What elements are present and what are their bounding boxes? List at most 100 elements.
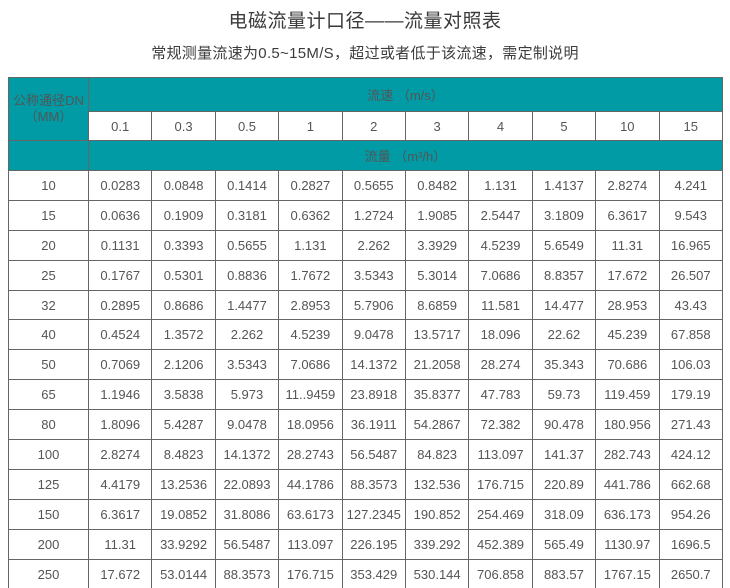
flow-cell: 176.715	[278, 558, 343, 588]
flow-cell: 11.31	[595, 229, 660, 261]
table-row: 125 4.4179 13.2536 22.0893 44.1786 88.35…	[8, 468, 723, 500]
flow-cell: 2.262	[341, 229, 406, 261]
table-row: 150 6.3617 19.0852 31.8086 63.6173 127.2…	[8, 498, 723, 530]
corner-header-line1: 公称通径DN	[13, 93, 84, 108]
flow-cell: 180.956	[595, 409, 660, 441]
dn-cell: 32	[8, 289, 89, 321]
flow-cell: 56.5487	[214, 528, 280, 560]
flow-cell: 0.1767	[87, 259, 153, 291]
flow-cell: 1.1946	[87, 379, 153, 411]
flow-cell: 1130.97	[595, 528, 660, 560]
flow-cell: 1.9085	[404, 199, 470, 231]
flow-cell: 9.543	[658, 199, 723, 231]
flow-cell: 883.57	[531, 558, 597, 588]
flow-cell: 339.292	[404, 528, 470, 560]
table-row: 65 1.1946 3.5838 5.973 11..9459 23.8918 …	[8, 379, 723, 411]
flow-cell: 5.7906	[341, 289, 406, 321]
flow-cell: 132.536	[404, 468, 470, 500]
dn-cell: 150	[8, 498, 89, 530]
flow-cell: 35.8377	[404, 379, 470, 411]
flow-cell: 5.973	[214, 379, 280, 411]
flow-cell: 636.173	[595, 498, 660, 530]
flow-cell: 2.5447	[468, 199, 533, 231]
flow-cell: 35.343	[531, 349, 597, 381]
flow-cell: 1.4137	[531, 170, 597, 201]
flow-cell: 17.672	[595, 259, 660, 291]
flow-cell: 28.2743	[278, 439, 343, 470]
flow-cell: 4.241	[658, 170, 723, 201]
flow-cell: 706.858	[468, 558, 533, 588]
velocity-header-row: 公称通径DN （MM） 流速 （m/s）	[8, 77, 723, 141]
flow-cell: 17.672	[87, 558, 153, 588]
flow-cell: 28.274	[468, 349, 533, 381]
flow-cell: 1696.5	[658, 528, 723, 560]
flow-cell: 11.581	[468, 289, 533, 321]
flow-cell: 56.5487	[341, 439, 406, 470]
dn-cell: 50	[8, 349, 89, 381]
flow-cell: 0.2895	[87, 289, 153, 321]
flow-cell: 3.5343	[214, 349, 280, 381]
flow-cell: 9.0478	[341, 319, 406, 351]
flow-cell: 452.389	[468, 528, 533, 560]
velocity-header: 流速 （m/s）	[88, 77, 723, 112]
flow-cell: 2650.7	[658, 558, 723, 588]
flow-cell: 106.03	[658, 349, 723, 381]
flow-cell: 44.1786	[278, 468, 343, 500]
flow-cell: 22.62	[531, 319, 597, 351]
table-row: 10 0.0283 0.0848 0.1414 0.2827 0.5655 0.…	[8, 170, 723, 201]
flow-cell: 1.8096	[87, 409, 153, 441]
flow-cell: 1.3572	[151, 319, 216, 351]
flow-cell: 4.5239	[468, 229, 533, 261]
flow-cell: 254.469	[468, 498, 533, 530]
flow-cell: 9.0478	[214, 409, 280, 441]
flow-cell: 16.965	[658, 229, 723, 261]
table-row: 15 0.0636 0.1909 0.3181 0.6362 1.2724 1.…	[8, 199, 723, 231]
flow-cell: 47.783	[468, 379, 533, 411]
flow-cell: 2.1206	[151, 349, 216, 381]
dn-cell: 80	[8, 409, 89, 441]
flow-cell: 7.0686	[468, 259, 533, 291]
flow-cell: 63.6173	[278, 498, 343, 530]
dn-cell: 15	[8, 199, 89, 231]
flow-cell: 88.3573	[214, 558, 280, 588]
flow-cell: 6.3617	[595, 199, 660, 231]
flow-cell: 33.9292	[151, 528, 216, 560]
flow-cell: 0.3181	[214, 199, 280, 231]
flow-cell: 141.37	[531, 439, 597, 470]
flow-cell: 3.5343	[341, 259, 406, 291]
dn-cell: 10	[8, 170, 89, 201]
velocity-value: 1	[278, 111, 343, 141]
flow-cell: 7.0686	[278, 349, 343, 381]
flow-cell: 0.3393	[151, 229, 216, 261]
flow-cell: 954.26	[658, 498, 723, 530]
flow-cell: 0.1909	[151, 199, 216, 231]
flow-cell: 424.12	[658, 439, 723, 470]
flow-cell: 176.715	[468, 468, 533, 500]
flow-cell: 1767.15	[595, 558, 660, 588]
flow-cell: 14.1372	[341, 349, 406, 381]
flow-cell: 8.8357	[531, 259, 597, 291]
flow-cell: 28.953	[595, 289, 660, 321]
flow-cell: 119.459	[595, 379, 660, 411]
velocity-value: 15	[658, 111, 723, 141]
flow-cell: 26.507	[658, 259, 723, 291]
flow-cell: 31.8086	[214, 498, 280, 530]
flow-cell: 353.429	[341, 558, 406, 588]
flow-cell: 0.2827	[278, 170, 343, 201]
flow-cell: 0.7069	[87, 349, 153, 381]
dn-cell: 200	[8, 528, 89, 560]
flow-cell: 190.852	[404, 498, 470, 530]
flow-cell: 22.0893	[214, 468, 280, 500]
flow-cell: 0.8482	[404, 170, 470, 201]
flow-cell: 271.43	[658, 409, 723, 441]
velocity-value: 10	[595, 111, 660, 141]
flow-cell: 441.786	[595, 468, 660, 500]
corner-header-dn: 公称通径DN （MM）	[8, 77, 89, 141]
flow-cell: 67.858	[658, 319, 723, 351]
flow-cell: 113.097	[278, 528, 343, 560]
flow-cell: 2.8274	[87, 439, 153, 470]
flow-cell: 113.097	[468, 439, 533, 470]
flow-cell: 5.6549	[531, 229, 597, 261]
flow-cell: 0.5301	[151, 259, 216, 291]
velocity-values-row: 0.1 0.3 0.5 1 2 3 4 5 10 15	[9, 111, 723, 141]
